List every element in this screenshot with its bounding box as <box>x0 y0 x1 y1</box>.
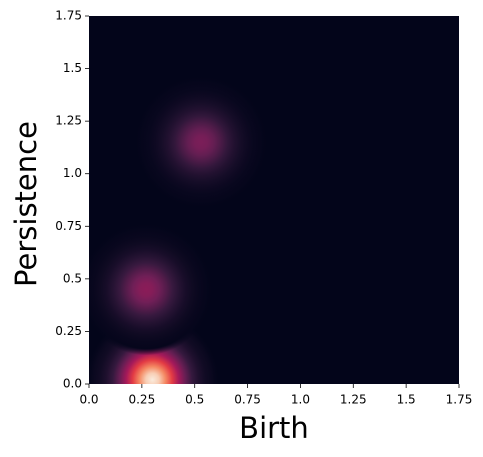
x-tick-label: 1.5 <box>397 393 416 407</box>
x-axis-title: Birth <box>239 411 309 445</box>
x-tick-label: 0.5 <box>185 393 204 407</box>
y-tick-label: 0.5 <box>63 271 82 285</box>
y-tick-label: 1.25 <box>55 114 82 128</box>
y-tick-label: 0.0 <box>63 377 82 391</box>
x-tick-label: 1.0 <box>291 393 310 407</box>
y-tick-label: 1.5 <box>63 61 82 75</box>
x-tick-label: 0.25 <box>128 393 155 407</box>
y-tick-label: 1.75 <box>55 9 82 23</box>
x-tick-label: 0.75 <box>234 393 261 407</box>
density-blob <box>135 76 268 209</box>
y-tick-label: 0.75 <box>55 219 82 233</box>
y-tick-label: 1.0 <box>63 166 82 180</box>
density-layer <box>89 76 268 384</box>
y-tick-label: 0.25 <box>55 324 82 338</box>
density-blob <box>89 223 213 356</box>
y-axis-title: Persistence <box>9 121 43 287</box>
x-tick-label: 0.0 <box>79 393 98 407</box>
x-tick-label: 1.75 <box>446 393 473 407</box>
x-tick-label: 1.25 <box>340 393 367 407</box>
